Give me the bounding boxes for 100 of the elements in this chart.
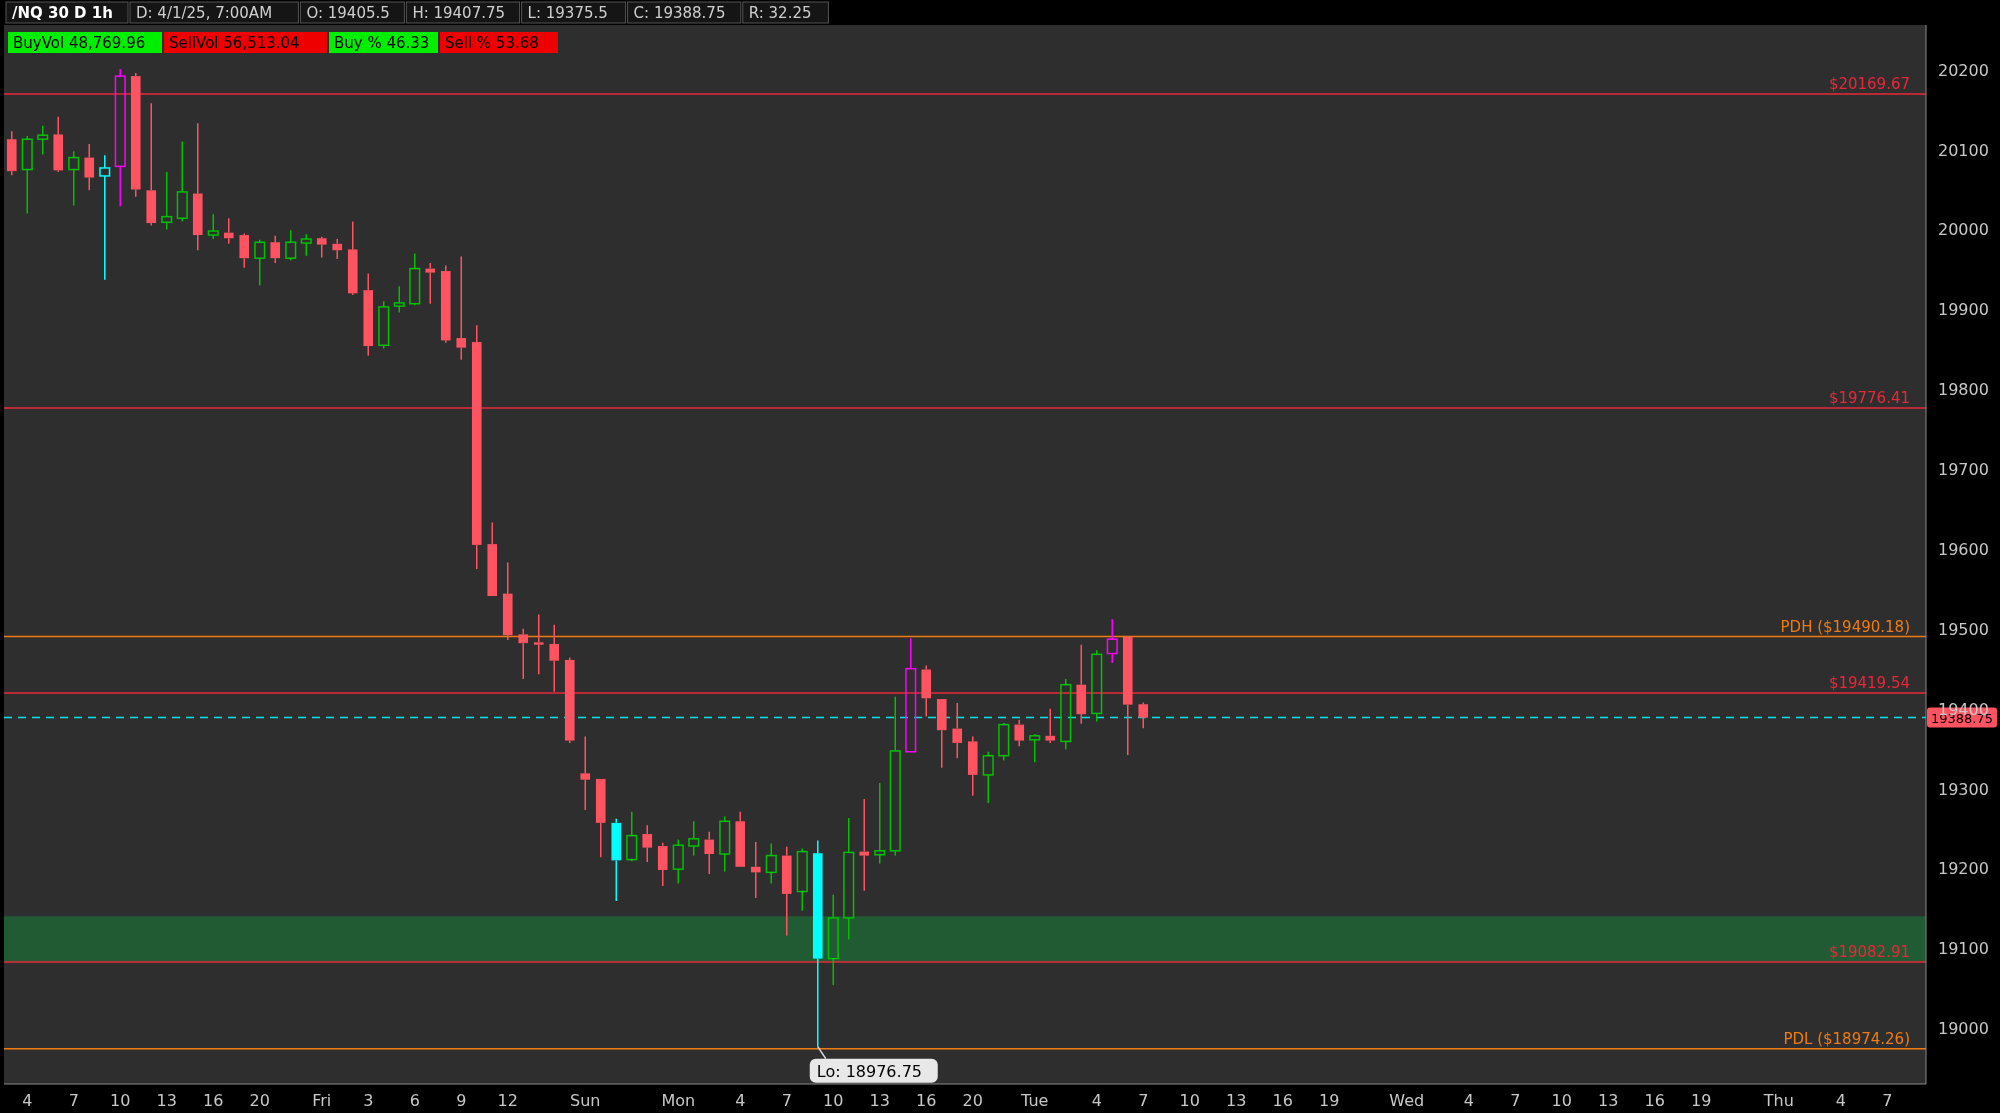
x-tick-label: 13 (156, 1091, 177, 1110)
annotation: Lo: 18976.75 (816, 1061, 922, 1081)
candlestick (316, 235, 327, 259)
text: L: 19375.5 (527, 4, 608, 22)
candlestick (750, 841, 761, 899)
candlestick (549, 624, 560, 693)
candlestick (657, 842, 668, 887)
x-tick-label: 19 (1319, 1091, 1340, 1110)
annotation: SellVol 56,513.04 (169, 34, 300, 52)
y-tick-label: 19300 (1938, 779, 1989, 799)
x-tick-label: 10 (823, 1091, 844, 1110)
ref-line-label: PDL ($18974.26) (1783, 1029, 1910, 1048)
x-tick-label: 20 (249, 1091, 270, 1110)
candlestick (130, 72, 141, 198)
x-tick-label: Sun (570, 1091, 601, 1110)
x-tick-label: Thu (1762, 1091, 1794, 1110)
candlestick (347, 220, 358, 296)
candlestick (99, 154, 111, 281)
candlestick (1060, 678, 1072, 751)
candlestick (161, 171, 173, 231)
candlestick (1029, 733, 1041, 763)
y-tick-label: 20100 (1938, 140, 1989, 160)
candlestick (998, 722, 1010, 762)
candlestick (967, 735, 978, 797)
x-tick-label: Wed (1389, 1091, 1425, 1110)
candlestick (827, 893, 839, 986)
x-tick-label: 7 (781, 1091, 792, 1110)
candlestick (719, 815, 731, 873)
x-tick-label: 7 (1510, 1091, 1521, 1110)
y-tick-label: 19700 (1938, 460, 1989, 480)
x-tick-label: 10 (1179, 1091, 1200, 1110)
x-tick-label: 16 (916, 1091, 937, 1110)
x-tick-label: 13 (1598, 1091, 1619, 1110)
candlestick (68, 150, 80, 207)
candlestick (285, 229, 297, 262)
ref-line-label: PDH ($19490.18) (1780, 617, 1910, 636)
x-tick-label: 3 (363, 1091, 374, 1110)
x-tick-label: 4 (1835, 1091, 1846, 1110)
y-tick-label: 19000 (1938, 1019, 1989, 1039)
ref-line-label: $20169.67 (1828, 74, 1910, 93)
x-tick-label: 4 (1463, 1091, 1474, 1110)
x-tick-label: Mon (661, 1091, 696, 1110)
x-tick-label: 19 (1691, 1091, 1712, 1110)
candlestick (859, 798, 870, 892)
x-tick-label: 9 (456, 1091, 467, 1110)
x-tick-label: 16 (203, 1091, 224, 1110)
candlestick (580, 735, 591, 811)
candlestick (1091, 649, 1103, 723)
candlestick (440, 264, 451, 344)
x-tick-label: 4 (1091, 1091, 1102, 1110)
x-tick-label: 4 (735, 1091, 746, 1110)
x-tick-label: 16 (1272, 1091, 1293, 1110)
annotation: Buy % 46.33 (334, 34, 430, 52)
y-tick-label: 19200 (1938, 859, 1989, 879)
candlestick (192, 122, 203, 251)
candlestick (471, 324, 482, 570)
text: D: 4/1/25, 7:00AM (136, 4, 273, 22)
candlestick (688, 820, 700, 857)
y-tick-label: 20200 (1938, 60, 1989, 80)
candlestick (409, 252, 421, 307)
chart-title: /NQ 30 D 1h (12, 4, 113, 22)
candlestick (6, 130, 17, 176)
y-tick-label: 19500 (1938, 619, 1989, 639)
x-tick-label: Fri (312, 1091, 332, 1110)
x-tick-label: 10 (1551, 1091, 1572, 1110)
x-tick-label: 13 (869, 1091, 890, 1110)
candlestick (626, 810, 638, 862)
annotation: BuyVol 48,769.96 (13, 34, 146, 52)
x-tick-label: 10 (110, 1091, 131, 1110)
candlestick (812, 839, 823, 1048)
x-tick-label: 12 (497, 1091, 518, 1110)
x-tick-label: 6 (409, 1091, 420, 1110)
x-tick-label: 20 (962, 1091, 983, 1110)
y-tick-label: 19800 (1938, 380, 1989, 400)
text: O: 19405.5 (306, 4, 390, 22)
x-tick-label: 7 (68, 1091, 79, 1110)
x-tick-label: 16 (1644, 1091, 1665, 1110)
candlestick (502, 561, 513, 641)
candlestick (223, 217, 234, 245)
candlestick (874, 782, 886, 865)
x-tick-label: 7 (1882, 1091, 1893, 1110)
y-tick-label: 19600 (1938, 539, 1989, 559)
text: C: 19388.75 (633, 4, 726, 22)
annotation: Sell % 53.68 (445, 34, 539, 52)
x-tick-label: Tue (1020, 1091, 1049, 1110)
candlestick (843, 817, 855, 941)
ref-line-label: $19082.91 (1828, 942, 1910, 961)
text: H: 19407.75 (412, 4, 506, 22)
candlestick (564, 656, 575, 744)
y-tick-label: 19100 (1938, 939, 1989, 959)
ref-line-label: $19776.41 (1828, 389, 1910, 408)
ref-line-label: $19419.54 (1828, 674, 1910, 693)
y-tick-label: 19900 (1938, 300, 1989, 320)
candlestick (781, 846, 792, 937)
y-tick-label: 20000 (1938, 220, 1989, 240)
x-tick-label: 13 (1226, 1091, 1247, 1110)
x-tick-label: 4 (22, 1091, 33, 1110)
candlestick (37, 124, 49, 156)
candlestick (1122, 636, 1133, 756)
candlestick (533, 613, 544, 676)
